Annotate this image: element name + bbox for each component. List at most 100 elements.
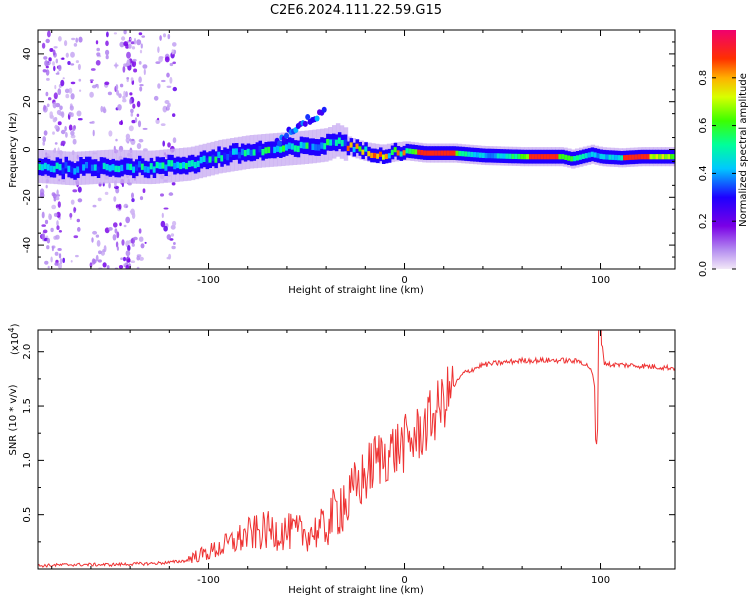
- spectrogram-ridge-core: [243, 150, 248, 157]
- spectrogram-ridge-core: [573, 156, 577, 162]
- spectrogram-ridge-core: [446, 150, 451, 156]
- spectrogram-speckle: [71, 37, 76, 41]
- spectrogram-ridge-core: [440, 150, 445, 156]
- y-tick-label: 0.5: [22, 507, 33, 523]
- spectrogram-speckle: [155, 118, 160, 124]
- spectrogram-ridge-core: [511, 153, 515, 159]
- spectrogram-speckle: [128, 43, 132, 49]
- spectrogram-speckle: [68, 87, 73, 94]
- spectrogram-ridge-core: [199, 157, 204, 164]
- spectrogram-ridge-core: [470, 151, 474, 158]
- spectrogram-speckle: [42, 136, 46, 143]
- spectrogram-speckle: [55, 72, 60, 75]
- spectrogram-ridge-core: [349, 142, 354, 148]
- spectrogram-speckle: [42, 141, 45, 146]
- spectrogram-speckle: [160, 123, 166, 126]
- spectrogram-speckle: [125, 250, 131, 257]
- spectrogram-speckle: [104, 81, 110, 86]
- spectrogram-ridge-core: [135, 164, 139, 171]
- spectrogram-ridge-core: [270, 146, 274, 153]
- spectrogram-speckle: [157, 117, 160, 121]
- spectrogram-speckle: [58, 263, 62, 269]
- spectrogram-speckle: [65, 132, 68, 138]
- spectrogram-ridge-core: [323, 143, 327, 150]
- spectrogram-speckle: [70, 63, 75, 66]
- spectrogram-ridge-core: [402, 150, 407, 156]
- snr-y-axis-label: SNR (10 * v/v): [8, 384, 19, 455]
- spectrogram-speckle: [72, 189, 78, 193]
- spectrogram-ridge-core: [670, 154, 674, 160]
- spectrogram-speckle: [95, 60, 101, 66]
- spectrogram-speckle: [119, 83, 124, 88]
- spectrogram-speckle: [126, 77, 130, 80]
- spectrogram-speckle: [53, 212, 58, 217]
- spectrogram-speckle: [123, 256, 126, 262]
- spectrogram-speckle: [125, 133, 131, 140]
- spectrogram-ridge-core: [411, 149, 415, 155]
- spectrogram-speckle: [50, 256, 53, 263]
- spectrogram-speckle: [60, 140, 66, 146]
- spectrogram-speckle: [46, 237, 51, 244]
- spectrogram-speckle: [116, 246, 119, 251]
- spectrogram-ridge-core: [111, 164, 115, 171]
- spectrogram-ridge-core: [299, 141, 304, 149]
- spectrogram-ridge-core: [432, 150, 436, 156]
- spectrogram-speckle: [136, 143, 142, 150]
- spectrogram-speckle: [170, 233, 175, 237]
- spectrogram-ridge-core: [646, 154, 651, 160]
- spectrogram-ridge-core: [99, 162, 104, 169]
- spectrogram-ridge-core: [132, 166, 136, 173]
- spectrogram-speckle: [90, 68, 96, 71]
- y-tick-label: 0: [22, 146, 33, 152]
- spectrogram-speckle: [139, 86, 143, 92]
- spectrogram-ridge-core: [634, 154, 639, 160]
- spectrogram-speckle: [139, 84, 144, 87]
- spectrogram-ridge-core: [267, 146, 271, 154]
- spectrogram-speckle: [45, 91, 49, 97]
- spectrogram-speckle: [76, 218, 81, 223]
- spectrogram-ridge-core: [123, 162, 127, 170]
- spectrogram-speckle: [136, 113, 140, 118]
- spectrogram-ridge-core: [370, 152, 374, 158]
- spectrogram-speckle: [69, 212, 73, 218]
- spectrogram-ridge-core: [514, 153, 518, 159]
- spectrogram-ridge-core: [611, 154, 615, 160]
- spectrogram-speckle: [158, 56, 163, 63]
- spectrogram-ridge-core: [429, 150, 433, 156]
- spectrogram-ridge-core: [505, 153, 509, 159]
- spectrogram-ridge-core: [502, 153, 506, 159]
- spectrogram-ridge-core: [114, 165, 118, 172]
- spectrogram-speckle: [91, 84, 97, 89]
- spectrogram-ridge-core: [587, 152, 592, 158]
- spectrogram-speckle: [171, 245, 176, 250]
- spectrogram-speckle: [47, 265, 50, 269]
- spectrogram-ridge-core: [190, 160, 195, 167]
- spectrogram-speckle: [142, 64, 148, 69]
- y-tick-label: 1.0: [22, 452, 33, 468]
- spectrogram-speckle: [56, 189, 59, 196]
- spectrogram-ridge-core: [496, 153, 501, 159]
- spectrogram-ridge-core: [434, 150, 439, 156]
- spectrogram-speckle: [119, 222, 122, 227]
- spectrogram-speckle: [91, 237, 94, 243]
- spectrogram-ridge-core: [252, 149, 257, 156]
- spectrogram-ridge-core: [167, 160, 171, 167]
- spectrogram-speckle: [54, 251, 59, 256]
- spectrogram-ridge-core: [223, 152, 227, 159]
- spectrogram-ridge-core: [540, 154, 545, 160]
- spectrogram-ridge-core: [205, 157, 210, 164]
- spectrogram-ridge-core: [290, 143, 295, 150]
- spectrogram-ridge-core: [58, 164, 63, 171]
- spectrogram-speckle: [96, 85, 99, 89]
- x-tick-label: 100: [591, 275, 610, 286]
- spectrogram-speckle: [105, 40, 109, 47]
- spectrogram-speckle: [138, 138, 144, 143]
- spectrogram-speckle: [78, 78, 82, 82]
- spectrogram-y-ticks: -40 -20 0 20 40: [22, 41, 675, 258]
- spectrogram-speckle: [102, 106, 106, 113]
- spectrogram-speckle: [52, 101, 57, 109]
- colorbar-ticks: 0.0 0.2 0.4 0.6 0.8: [698, 70, 736, 277]
- spectrogram-speckle: [44, 60, 49, 67]
- spectrogram-ridge-core: [82, 164, 86, 171]
- spectrogram-speckle: [49, 111, 53, 118]
